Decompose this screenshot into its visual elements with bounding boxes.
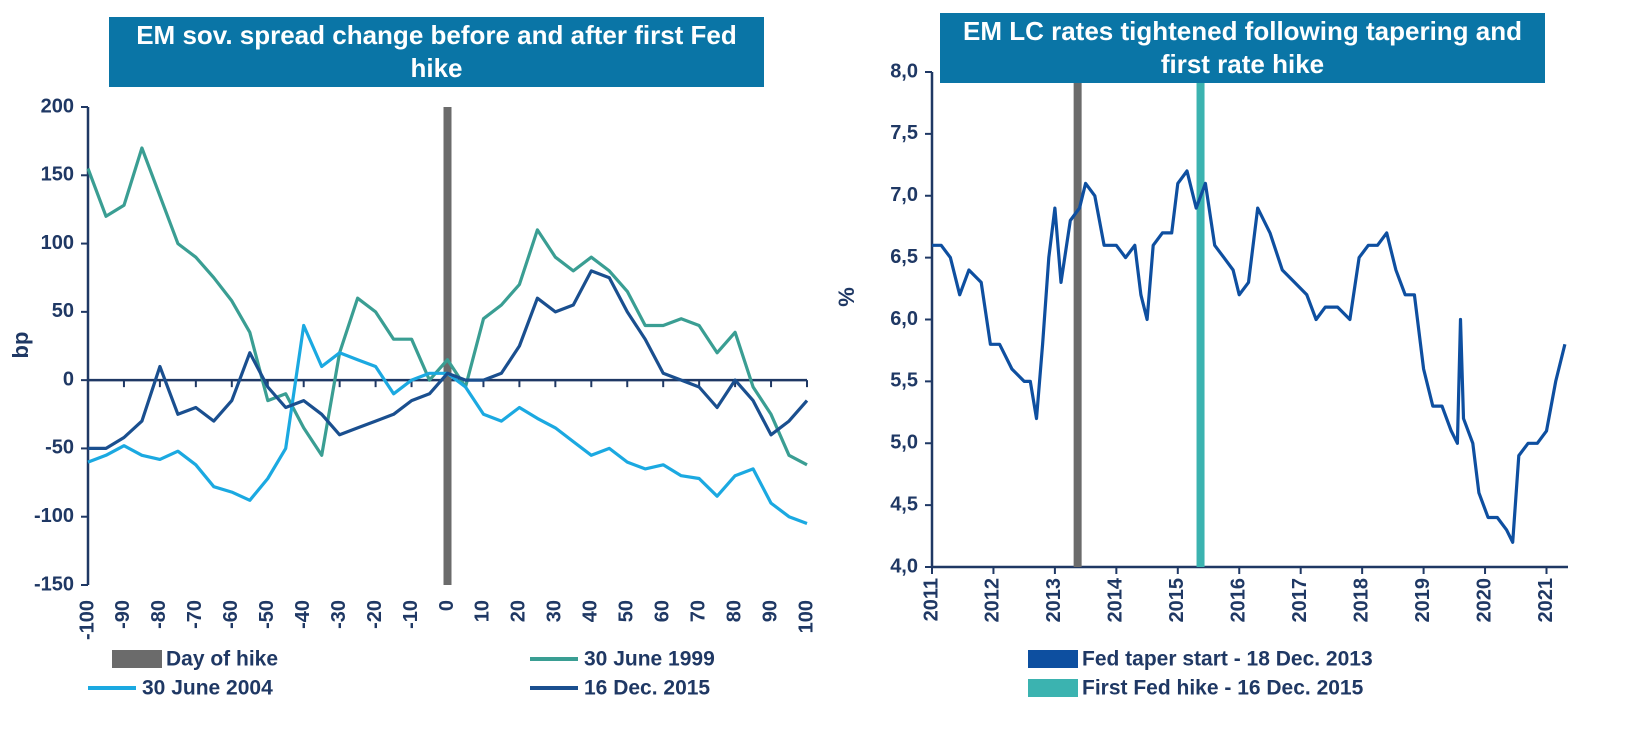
y-tick-label: 5,0 bbox=[890, 432, 918, 454]
x-tick-label: -30 bbox=[328, 600, 350, 629]
y-tick-label: 150 bbox=[41, 164, 74, 186]
legend-label: Day of hike bbox=[166, 648, 278, 671]
x-tick-label: 80 bbox=[723, 600, 745, 622]
x-tick-label: 2012 bbox=[982, 578, 1004, 623]
y-axis-label: % bbox=[834, 287, 859, 307]
x-tick-label: -100 bbox=[76, 600, 98, 640]
legend-label: First Fed hike - 16 Dec. 2015 bbox=[1082, 677, 1364, 700]
y-tick-label: 50 bbox=[52, 300, 74, 322]
series-line bbox=[932, 169, 1567, 544]
y-tick-label: 7,0 bbox=[890, 184, 918, 206]
legend-label: 30 June 2004 bbox=[142, 677, 273, 700]
y-tick-label: 6,0 bbox=[890, 308, 918, 330]
x-tick-label: 2015 bbox=[1166, 578, 1188, 623]
y-tick-label: 200 bbox=[41, 95, 74, 117]
x-tick-label: -80 bbox=[148, 600, 170, 629]
x-tick-label: 20 bbox=[508, 600, 530, 622]
y-tick-label: 4,0 bbox=[890, 555, 918, 577]
x-tick-label: -40 bbox=[292, 600, 314, 629]
y-tick-label: 8,0 bbox=[890, 60, 918, 82]
event-bar bbox=[1196, 72, 1205, 567]
x-tick-label: 100 bbox=[795, 600, 817, 633]
x-tick-label: 2019 bbox=[1412, 578, 1434, 623]
y-tick-label: 4,5 bbox=[890, 493, 918, 515]
legend-label: 30 June 1999 bbox=[584, 648, 715, 671]
y-tick-label: 6,5 bbox=[890, 246, 918, 268]
x-tick-label: 2021 bbox=[1535, 578, 1557, 623]
x-tick-label: -20 bbox=[364, 600, 386, 629]
x-tick-label: 2014 bbox=[1105, 577, 1127, 622]
event-bar bbox=[1073, 72, 1082, 567]
y-tick-label: -50 bbox=[45, 437, 74, 459]
x-tick-label: 30 bbox=[544, 600, 566, 622]
chart-title: EM LC rates tightened following tapering… bbox=[940, 13, 1545, 83]
x-tick-label: -10 bbox=[400, 600, 422, 629]
legend-label: 16 Dec. 2015 bbox=[584, 677, 710, 700]
x-tick-label: 2011 bbox=[920, 578, 942, 621]
y-axis-label: bp bbox=[8, 332, 33, 359]
y-tick-label: -150 bbox=[34, 573, 74, 595]
y-tick-label: 100 bbox=[41, 232, 74, 254]
y-tick-label: 5,5 bbox=[890, 370, 918, 392]
series-line bbox=[86, 146, 808, 467]
legend-label: Fed taper start - 18 Dec. 2013 bbox=[1082, 648, 1373, 671]
event-bar bbox=[443, 107, 452, 585]
x-tick-label: 2020 bbox=[1473, 578, 1495, 623]
x-tick-label: 2016 bbox=[1228, 578, 1250, 623]
series-line bbox=[88, 269, 809, 450]
x-tick-label: 2018 bbox=[1350, 578, 1372, 623]
chart-title: EM sov. spread change before and after f… bbox=[109, 17, 764, 87]
y-tick-label: 7,5 bbox=[890, 122, 918, 144]
legend-swatch bbox=[112, 650, 162, 668]
legend-swatch bbox=[1028, 679, 1078, 697]
x-tick-label: 2017 bbox=[1289, 578, 1311, 623]
x-tick-label: -70 bbox=[184, 600, 206, 629]
y-tick-label: 0 bbox=[63, 368, 74, 390]
x-tick-label: 0 bbox=[436, 600, 458, 611]
x-tick-label: 70 bbox=[687, 600, 709, 622]
x-tick-label: -60 bbox=[220, 600, 242, 629]
x-tick-label: -90 bbox=[112, 600, 134, 629]
x-tick-label: -50 bbox=[256, 600, 278, 629]
x-tick-label: 60 bbox=[651, 600, 673, 622]
x-tick-label: 90 bbox=[759, 600, 781, 622]
x-tick-label: 40 bbox=[580, 600, 602, 622]
x-tick-label: 10 bbox=[472, 600, 494, 622]
x-tick-label: 50 bbox=[616, 600, 638, 622]
x-tick-label: 2013 bbox=[1043, 578, 1065, 623]
legend-swatch bbox=[1028, 650, 1078, 668]
y-tick-label: -100 bbox=[34, 505, 74, 527]
